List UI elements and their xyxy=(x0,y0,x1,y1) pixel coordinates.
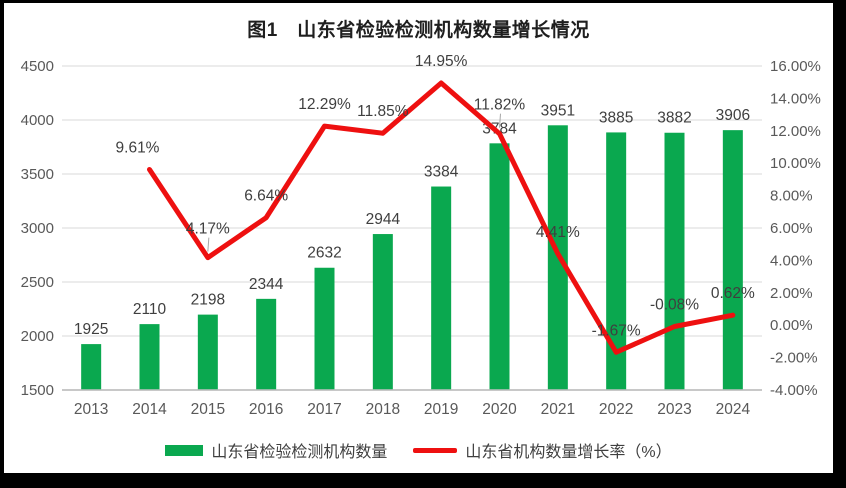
label-leader-line xyxy=(207,237,210,252)
legend-line-swatch xyxy=(413,447,458,453)
bar-value-label: 3885 xyxy=(599,109,633,126)
line-value-label: 11.82% xyxy=(474,97,526,114)
page-border-right xyxy=(833,0,846,488)
right-axis-tick: 14.00% xyxy=(770,90,821,107)
right-axis-tick: 10.00% xyxy=(770,155,821,172)
x-axis-label: 2016 xyxy=(249,401,283,418)
bar-value-label: 3882 xyxy=(657,110,691,127)
chart-title: 图1 山东省检验检测机构数量增长情况 xyxy=(247,20,590,41)
bar-2022 xyxy=(606,132,627,391)
line-value-label: 6.64% xyxy=(244,188,288,205)
bar-value-label: 2344 xyxy=(249,276,284,293)
bar-value-label: 2944 xyxy=(366,211,401,228)
bar-2018 xyxy=(372,234,393,390)
legend-item-line: 山东省机构数量增长率（%） xyxy=(413,438,672,462)
x-axis-label: 2024 xyxy=(716,401,751,418)
bar-value-label: 2110 xyxy=(133,301,167,318)
bar-value-label: 1925 xyxy=(74,321,108,338)
line-value-label: 0.62% xyxy=(711,285,755,302)
bar-value-label: 3951 xyxy=(541,102,575,119)
left-axis-tick: 2000 xyxy=(21,328,54,345)
left-axis-tick: 1500 xyxy=(21,382,54,399)
right-axis-tick: 12.00% xyxy=(770,123,821,140)
line-value-label: 4.17% xyxy=(186,221,230,238)
bar-2017 xyxy=(314,267,335,390)
bar-value-label: 3906 xyxy=(716,107,750,124)
line-value-label: -0.08% xyxy=(650,296,699,313)
chart-legend: 山东省检验检测机构数量 山东省机构数量增长率（%） xyxy=(4,438,833,462)
legend-bar-label: 山东省检验检测机构数量 xyxy=(211,444,388,461)
right-axis-tick: 6.00% xyxy=(770,220,813,237)
line-value-label: 9.61% xyxy=(116,140,160,157)
x-axis-label: 2017 xyxy=(307,401,341,418)
line-value-label: 4.41% xyxy=(536,224,580,241)
growth-rate-line xyxy=(147,80,736,355)
right-axis-tick: -2.00% xyxy=(770,350,818,367)
x-axis-label: 2015 xyxy=(191,401,225,418)
x-axis-label: 2023 xyxy=(657,401,691,418)
right-axis-tick: 8.00% xyxy=(770,188,813,205)
left-axis-tick: 4000 xyxy=(21,112,54,129)
bar-2013 xyxy=(81,344,102,390)
left-axis-tick: 4500 xyxy=(21,58,54,75)
right-axis-tick: 2.00% xyxy=(770,285,813,302)
line-value-label: 12.29% xyxy=(298,96,351,113)
page-border-left xyxy=(0,0,4,488)
page-border-bottom xyxy=(0,473,846,488)
bar-2015 xyxy=(197,314,218,390)
bar-2023 xyxy=(664,132,685,390)
right-axis-tick: 16.00% xyxy=(770,58,821,75)
x-axis-label: 2018 xyxy=(366,401,400,418)
label-leader-line xyxy=(499,113,501,128)
right-axis-tick: 4.00% xyxy=(770,252,813,269)
x-axis-label: 2013 xyxy=(74,401,108,418)
bar-value-label: 2198 xyxy=(191,292,225,309)
x-axis-label: 2014 xyxy=(132,401,167,418)
legend-item-bars: 山东省检验检测机构数量 xyxy=(165,438,387,462)
legend-line-label: 山东省机构数量增长率（%） xyxy=(465,444,672,461)
line-value-label: -1.67% xyxy=(592,322,641,339)
line-value-label: 11.85% xyxy=(357,103,409,120)
bar-value-label: 3384 xyxy=(424,164,459,181)
right-axis-tick: 0.00% xyxy=(770,317,813,334)
bar-value-label: 2632 xyxy=(307,245,341,262)
bar-2020 xyxy=(489,143,510,390)
page-border-top xyxy=(0,0,846,3)
right-axis-tick: -4.00% xyxy=(770,382,818,399)
bar-2016 xyxy=(256,298,277,390)
bar-2014 xyxy=(139,324,160,390)
x-axis-label: 2022 xyxy=(599,401,633,418)
left-axis-tick: 2500 xyxy=(21,274,54,291)
left-axis-tick: 3000 xyxy=(21,220,54,237)
line-value-label: 14.95% xyxy=(415,53,468,70)
legend-bar-swatch xyxy=(165,444,204,456)
left-axis-tick: 3500 xyxy=(21,166,54,183)
x-axis-label: 2019 xyxy=(424,401,458,418)
x-axis-label: 2020 xyxy=(482,401,517,418)
bar-2024 xyxy=(722,130,743,391)
bar-2019 xyxy=(431,186,452,390)
x-axis-label: 2021 xyxy=(541,401,575,418)
